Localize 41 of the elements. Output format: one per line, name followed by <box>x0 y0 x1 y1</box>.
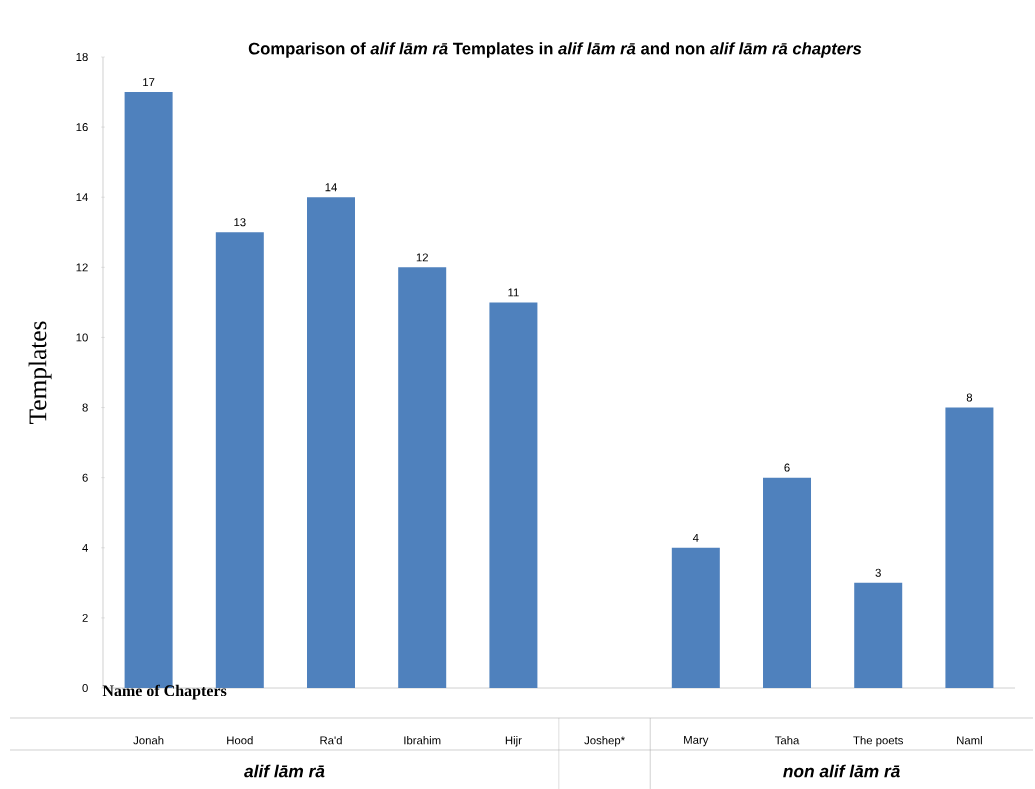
chart-title: Comparison of alif lām rā Templates in alif lām rā and non alif lām rā chapters <box>248 42 862 58</box>
bar <box>489 302 538 688</box>
x-tick-label: Joshep* <box>584 736 625 747</box>
bar <box>307 197 355 688</box>
y-axis-title: Templates <box>28 321 52 424</box>
x-tick-label: Hood <box>227 736 253 745</box>
data-label: 17 <box>143 78 155 87</box>
bar <box>671 547 720 688</box>
x-tick-label: The poets <box>853 736 903 747</box>
bar <box>398 267 447 688</box>
bar <box>854 582 903 688</box>
bar <box>763 477 812 688</box>
y-tick-label: 2 <box>82 613 88 622</box>
y-tick-label: 6 <box>82 473 88 482</box>
data-label: 11 <box>508 288 519 297</box>
y-tick-label: 0 <box>82 684 88 693</box>
y-tick-label: 12 <box>76 263 88 272</box>
data-label: 8 <box>966 393 973 402</box>
x-axis-title: Name of Chapters <box>102 684 227 700</box>
data-label: 14 <box>325 183 337 192</box>
data-label: 12 <box>416 253 428 262</box>
x-tick-label: Taha <box>774 736 800 745</box>
data-label: 3 <box>875 568 881 577</box>
y-tick-label: 8 <box>82 403 88 412</box>
data-label: 6 <box>784 463 790 472</box>
y-tick-label: 4 <box>82 543 88 552</box>
data-label: 13 <box>234 218 246 227</box>
bar <box>945 407 994 688</box>
y-tick-label: 10 <box>76 333 88 342</box>
x-tick-label: Hijr <box>505 736 522 747</box>
y-tick-label: 16 <box>76 123 88 132</box>
x-tick-label: Ibrahim <box>404 736 441 745</box>
text: non alif lām rā <box>783 764 900 778</box>
y-tick-label: 18 <box>76 52 88 61</box>
x-tick-label: Jonah <box>133 736 164 745</box>
data-label: 4 <box>692 533 699 542</box>
x-tick-label: Naml <box>957 736 982 745</box>
text: alif lām rā <box>244 764 325 778</box>
x-tick-label: Ra'd <box>320 736 342 745</box>
x-tick-label: Mary <box>684 736 709 747</box>
y-tick-label: 14 <box>76 193 88 202</box>
